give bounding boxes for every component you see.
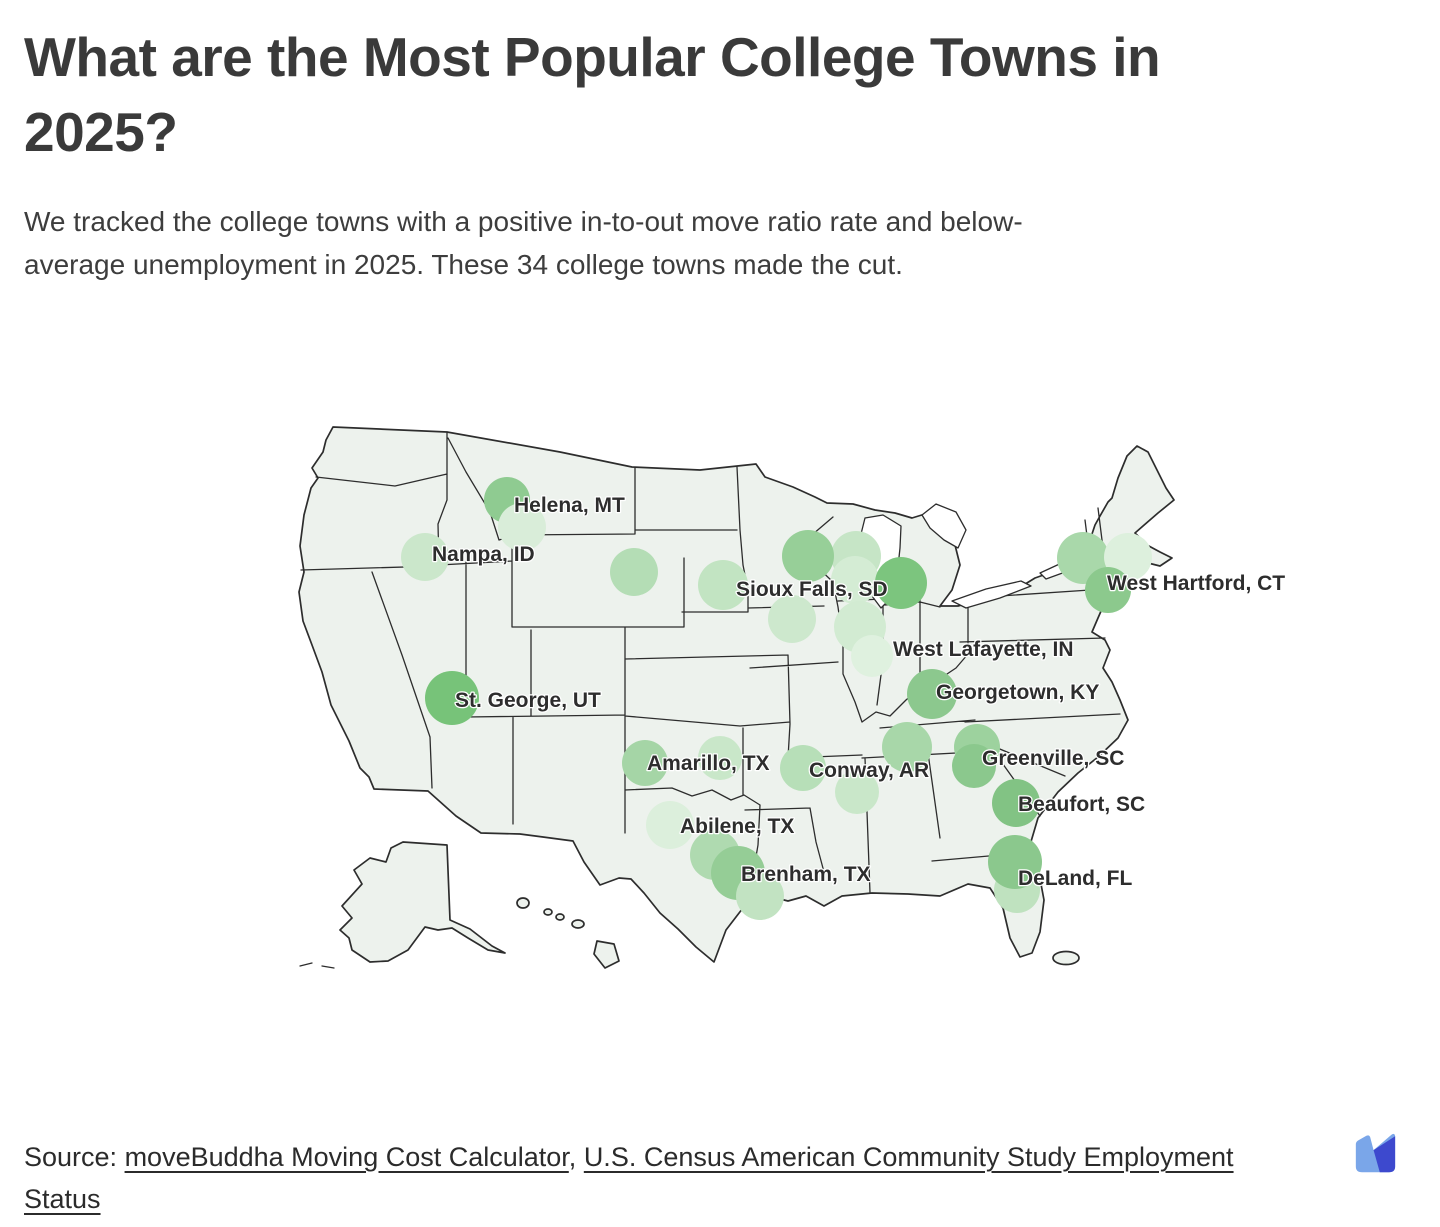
oklahoma-dot — [698, 736, 742, 780]
page-subtitle-line-1: We tracked the college towns with a posi… — [24, 206, 1023, 237]
page-title: What are the Most Popular College Towns … — [24, 20, 1364, 170]
town-label-helena-mt: Helena, MT — [514, 494, 625, 517]
source-link-movebuddha[interactable]: moveBuddha Moving Cost Calculator — [124, 1142, 569, 1172]
source-separator: , — [568, 1142, 584, 1172]
puerto-rico-outline — [1052, 950, 1080, 966]
tennessee-dot — [882, 722, 932, 772]
alaska-outline — [339, 841, 506, 963]
page-subtitle-line-2: average unemployment in 2025. These 34 c… — [24, 249, 903, 280]
georgetown-dot — [907, 669, 957, 719]
wisconsin-central-dot — [831, 556, 879, 604]
town-label-west-hartford-ct: West Hartford, CT — [1107, 572, 1285, 595]
movebuddha-logo — [1355, 1133, 1396, 1173]
iowa-dot — [768, 595, 816, 643]
town-label-georgetown-ky: Georgetown, KY — [936, 681, 1099, 704]
source-line: Source: moveBuddha Moving Cost Calculato… — [24, 1136, 1314, 1220]
abilene-dot — [646, 801, 694, 849]
source-prefix: Source: — [24, 1142, 125, 1172]
west-hartford-dot — [1085, 567, 1131, 613]
town-label-abilene-tx: Abilene, TX — [680, 815, 794, 838]
aleutian-islands — [299, 962, 335, 969]
sioux-falls-dot — [698, 560, 748, 610]
page-subtitle: We tracked the college towns with a posi… — [24, 200, 1384, 286]
town-label-nampa-id: Nampa, ID — [432, 543, 535, 566]
town-label-conway-ar: Conway, AR — [809, 759, 929, 782]
town-label-greenville-sc: Greenville, SC — [982, 747, 1124, 770]
st-george-dot — [425, 671, 479, 725]
conway-dot — [780, 745, 826, 791]
town-label-west-lafayette-in: West Lafayette, IN — [893, 638, 1074, 661]
greenville-dot — [952, 744, 996, 788]
wyoming-corner-dot — [610, 548, 658, 596]
town-label-brenham-tx: Brenham, TX — [741, 863, 871, 886]
town-label-st-george-ut: St. George, UT — [455, 689, 601, 712]
deland-dot — [988, 835, 1042, 889]
town-label-amarillo-tx: Amarillo, TX — [647, 752, 770, 775]
minnesota-dot — [782, 530, 834, 582]
mississippi-dot — [835, 770, 879, 814]
page-title-line-2: 2025? — [24, 101, 178, 163]
town-label-beaufort-sc: Beaufort, SC — [1018, 793, 1145, 816]
us-bubble-map-container: Helena, MT Nampa, ID Sioux Falls, SD West H… — [285, 415, 1335, 1015]
michigan-dot — [875, 557, 927, 609]
source-link-census[interactable]: U.S. Census American Community Study Emp… — [24, 1142, 1234, 1214]
labels-layer: Helena, MT Nampa, ID Sioux Falls, SD West H… — [431, 493, 1287, 892]
amarillo-dot — [622, 740, 668, 786]
town-label-sioux-falls-sd: Sioux Falls, SD — [736, 578, 888, 601]
helena-overlap-dot — [498, 503, 546, 551]
lower-48-outline — [298, 426, 1175, 963]
nampa-dot — [401, 533, 449, 581]
texas-coast-dot — [736, 872, 784, 920]
lake-erie — [951, 580, 1032, 609]
us-map: Helena, MT Nampa, ID Sioux Falls, SD West H… — [298, 426, 1287, 969]
page-title-line-1: What are the Most Popular College Towns … — [24, 26, 1161, 88]
movebuddha-logo-dark-shape — [1373, 1136, 1396, 1173]
town-label-deland-fl: DeLand, FL — [1018, 867, 1133, 890]
dots-layer — [401, 477, 1152, 920]
lake-huron — [921, 503, 967, 549]
illinois-central-dot — [851, 635, 893, 677]
beaufort-dot — [992, 779, 1040, 827]
hawaii-islands — [516, 897, 620, 969]
